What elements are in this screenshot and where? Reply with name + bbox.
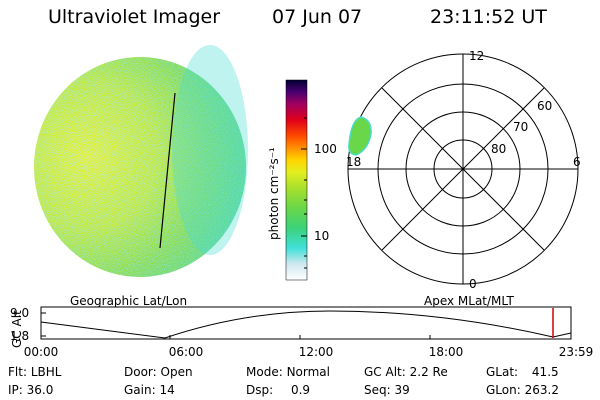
page-title: Ultraviolet Imager [48, 6, 221, 28]
date-label: 07 Jun 07 [272, 6, 363, 28]
mode-field: Mode: Normal [246, 365, 330, 379]
ip-label: IP: [8, 383, 23, 397]
colorbar-gradient [285, 79, 308, 281]
geographic-label: Geographic Lat/Lon [70, 294, 188, 308]
glat-value: 41.5 [531, 365, 559, 379]
mlt-line-diagonal-1 [381, 87, 545, 251]
altitude-curve [40, 310, 572, 339]
gcalt-value: 2.2 Re [409, 365, 448, 379]
ip-value: 36.0 [26, 383, 54, 397]
glat-label: GLat: [486, 365, 519, 379]
gain-field: Gain: 14 [124, 383, 175, 397]
mlt-label-0: 0 [469, 277, 477, 291]
ip-field: IP: 36.0 [8, 383, 53, 397]
terminator-line [159, 92, 176, 249]
flt-label: Flt: [8, 365, 27, 379]
altitude-xtick-2359: 23:59 [559, 345, 594, 359]
glon-value: 263.2 [524, 383, 559, 397]
colorbar-tick-100: 100 [314, 142, 337, 156]
seq-label: Seq: [364, 383, 391, 397]
flt-field: Flt: LBHL [8, 365, 61, 379]
apex-label: Apex MLat/MLT [424, 294, 514, 308]
mlat-label-60: 60 [537, 99, 552, 113]
mlt-label-12: 12 [469, 49, 484, 63]
dsp-label: Dsp: [246, 383, 274, 397]
seq-field: Seq: 39 [364, 383, 410, 397]
gain-value: 14 [159, 383, 175, 397]
altitude-xtick-1800: 18:00 [429, 345, 464, 359]
glon-field: GLon: 263.2 [486, 383, 559, 397]
flt-value: LBHL [30, 365, 62, 379]
door-label: Door: [124, 365, 157, 379]
colorbar-unit-label: photon cm⁻²s⁻¹ [267, 147, 281, 240]
time-label: 23:11:52 UT [430, 6, 547, 28]
mode-value: Normal [286, 365, 330, 379]
glat-field: GLat: 41.5 [486, 365, 559, 379]
altitude-ytick-high: 9.0 [10, 306, 29, 320]
mlat-label-70: 70 [513, 120, 528, 134]
mlt-label-18: 18 [346, 155, 361, 169]
altitude-ylabel: GC Alt [10, 310, 24, 348]
altitude-plot-frame [40, 306, 572, 340]
altitude-xtick-0600: 06:00 [169, 345, 204, 359]
altitude-ytick-low: 1.8 [10, 329, 29, 343]
mlat-ring-80 [433, 139, 493, 199]
mlt-label-6: 6 [573, 155, 581, 169]
dsp-field: Dsp: 0.9 [246, 383, 310, 397]
mode-label: Mode: [246, 365, 283, 379]
dsp-value: 0.9 [290, 383, 311, 397]
mlat-ring-50 [347, 53, 579, 285]
colorbar-tick-10: 10 [314, 229, 329, 243]
mlat-ring-70 [405, 111, 521, 227]
door-field: Door: Open [124, 365, 193, 379]
door-value: Open [160, 365, 193, 379]
gcalt-label: GC Alt: [364, 365, 406, 379]
mlat-label-80: 80 [491, 142, 506, 156]
mlat-ring-60 [377, 83, 549, 255]
glon-label: GLon: [486, 383, 521, 397]
seq-value: 39 [394, 383, 410, 397]
gcalt-field: GC Alt: 2.2 Re [364, 365, 448, 379]
earth-disk [34, 45, 248, 277]
gain-label: Gain: [124, 383, 156, 397]
altitude-xtick-1200: 12:00 [299, 345, 334, 359]
altitude-xtick-0000: 00:00 [24, 345, 59, 359]
mlt-line-diagonal-2 [381, 87, 545, 251]
auroral-emission-patch [348, 116, 372, 156]
